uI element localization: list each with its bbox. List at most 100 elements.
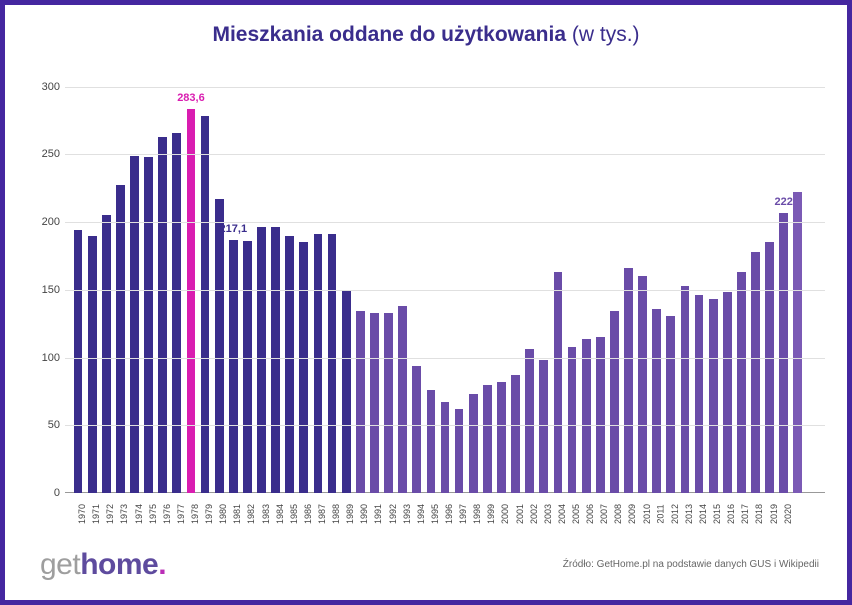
bar (469, 394, 478, 493)
x-tick-label: 1975 (148, 504, 158, 524)
bar (554, 272, 563, 493)
x-tick-label: 2007 (599, 504, 609, 524)
bar (793, 192, 802, 493)
bar (525, 349, 534, 493)
logo-part-get: get (40, 548, 80, 581)
x-tick-label: 2013 (684, 504, 694, 524)
y-tick-label: 100 (30, 352, 60, 364)
bar (751, 252, 760, 493)
bar (384, 313, 393, 493)
bar (88, 236, 97, 493)
x-tick-label: 1989 (345, 504, 355, 524)
y-tick-label: 50 (30, 419, 60, 431)
x-tick-label: 2004 (557, 504, 567, 524)
x-tick-label: 2006 (585, 504, 595, 524)
gridline (65, 222, 825, 223)
x-axis-labels: 1970197119721973197419751976197719781979… (71, 497, 819, 537)
x-tick-label: 1974 (134, 504, 144, 524)
logo-part-dot: . (158, 548, 166, 581)
x-tick-label: 1981 (232, 504, 242, 524)
x-tick-label: 1996 (444, 504, 454, 524)
bar (130, 156, 139, 493)
bar (681, 286, 690, 493)
x-tick-label: 1972 (105, 504, 115, 524)
bar (172, 133, 181, 493)
gridline (65, 358, 825, 359)
bar (723, 292, 732, 493)
bar (638, 276, 647, 493)
x-tick-label: 2010 (642, 504, 652, 524)
bar (596, 337, 605, 493)
bar (511, 375, 520, 493)
bar (158, 137, 167, 493)
gridline (65, 290, 825, 291)
x-tick-label: 1970 (77, 504, 87, 524)
x-tick-label: 1998 (472, 504, 482, 524)
x-tick-label: 2008 (613, 504, 623, 524)
x-tick-label: 2001 (515, 504, 525, 524)
chart-container: Mieszkania oddane do użytkowania (w tys.… (0, 0, 852, 605)
bar (314, 234, 323, 493)
x-tick-label: 1988 (331, 504, 341, 524)
y-tick-label: 200 (30, 216, 60, 228)
logo: gethome. (40, 548, 166, 582)
bar (285, 236, 294, 493)
bar (342, 290, 351, 493)
gridline (65, 425, 825, 426)
data-label: 283,6 (173, 92, 209, 104)
bar (412, 366, 421, 493)
y-tick-label: 150 (30, 284, 60, 296)
bar (271, 227, 280, 493)
y-tick-label: 0 (30, 487, 60, 499)
bar (74, 230, 83, 493)
bar (539, 360, 548, 493)
title-sub: (w tys.) (572, 23, 640, 46)
bar (624, 268, 633, 493)
x-tick-label: 2012 (670, 504, 680, 524)
bar (582, 339, 591, 493)
x-tick-label: 1985 (289, 504, 299, 524)
x-tick-label: 2019 (769, 504, 779, 524)
x-tick-label: 1987 (317, 504, 327, 524)
bar (765, 242, 774, 493)
x-tick-label: 2016 (726, 504, 736, 524)
bar (370, 313, 379, 493)
bar (201, 116, 210, 493)
x-tick-label: 1978 (190, 504, 200, 524)
x-tick-label: 1997 (458, 504, 468, 524)
x-tick-label: 1992 (388, 504, 398, 524)
x-tick-label: 1976 (162, 504, 172, 524)
x-tick-label: 1982 (246, 504, 256, 524)
bar (568, 347, 577, 493)
bar (610, 311, 619, 493)
chart-area: 050100150200250300283,6217,1222 (65, 73, 825, 493)
bar (398, 306, 407, 493)
bar (483, 385, 492, 493)
source-text: Źródło: GetHome.pl na podstawie danych G… (563, 559, 819, 570)
bar (299, 242, 308, 493)
bar (328, 234, 337, 493)
x-tick-label: 2003 (543, 504, 553, 524)
x-tick-label: 1999 (486, 504, 496, 524)
gridline (65, 87, 825, 88)
x-tick-label: 1995 (430, 504, 440, 524)
x-tick-label: 2017 (740, 504, 750, 524)
x-tick-label: 2014 (698, 504, 708, 524)
y-tick-label: 300 (30, 81, 60, 93)
bar (441, 402, 450, 493)
x-tick-label: 1973 (119, 504, 129, 524)
bar (187, 109, 196, 493)
x-tick-label: 1986 (303, 504, 313, 524)
data-label: 222 (766, 196, 802, 208)
bar (229, 240, 238, 493)
x-tick-label: 2020 (783, 504, 793, 524)
bar (116, 185, 125, 493)
x-tick-label: 1979 (204, 504, 214, 524)
bar (666, 316, 675, 493)
x-tick-label: 1994 (416, 504, 426, 524)
bar (144, 157, 153, 493)
x-tick-label: 1984 (275, 504, 285, 524)
bar (257, 227, 266, 493)
x-tick-label: 2015 (712, 504, 722, 524)
bar (427, 390, 436, 493)
